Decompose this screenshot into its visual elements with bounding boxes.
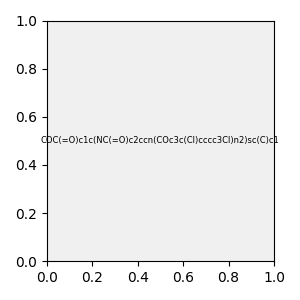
Text: COC(=O)c1c(NC(=O)c2ccn(COc3c(Cl)cccc3Cl)n2)sc(C)c1: COC(=O)c1c(NC(=O)c2ccn(COc3c(Cl)cccc3Cl)…: [41, 136, 280, 146]
